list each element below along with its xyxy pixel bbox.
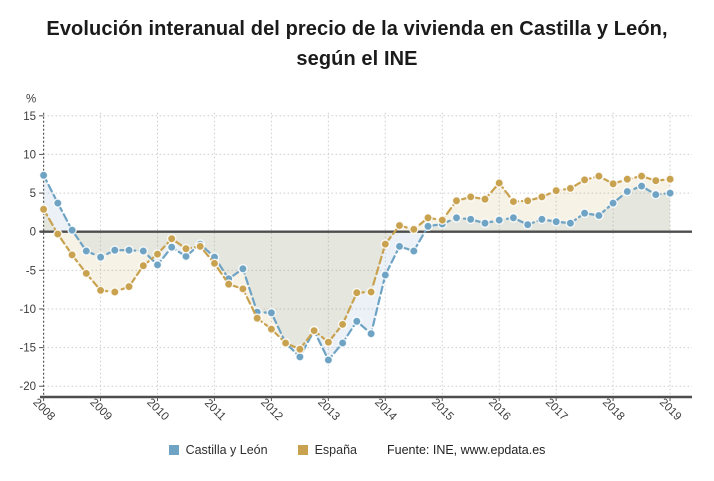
chart-title: Evolución interanual del precio de la vi… [46, 18, 668, 70]
gridlines [43, 112, 692, 397]
svg-text:5: 5 [30, 188, 36, 200]
svg-text:-20: -20 [19, 381, 36, 393]
svg-text:2013: 2013 [315, 397, 342, 424]
legend-item-castilla-leon: Castilla y León [168, 443, 268, 457]
legend-item-espana: España [297, 443, 357, 457]
legend-swatch-castilla-leon-icon [168, 445, 179, 455]
y-axis-unit-label: % [26, 94, 36, 106]
markers-espana [38, 171, 675, 355]
svg-text:2009: 2009 [87, 397, 114, 424]
svg-text:2018: 2018 [600, 397, 627, 424]
svg-text:2019: 2019 [657, 397, 684, 424]
svg-text:-5: -5 [26, 265, 36, 277]
svg-text:2017: 2017 [543, 397, 570, 424]
svg-text:2016: 2016 [486, 397, 513, 424]
svg-text:10: 10 [23, 149, 36, 161]
source-note: Fuente: INE, www.epdata.es [386, 443, 546, 457]
svg-text:2012: 2012 [258, 397, 285, 424]
svg-text:2014: 2014 [372, 397, 399, 424]
svg-text:15: 15 [23, 111, 36, 123]
svg-text:-10: -10 [19, 304, 36, 316]
svg-text:2010: 2010 [144, 397, 171, 424]
y-axis-labels: 15 10 5 0 -5 -10 -15 -20 [19, 111, 44, 393]
svg-text:0: 0 [30, 227, 36, 239]
svg-text:2008: 2008 [30, 397, 57, 424]
svg-text:-15: -15 [19, 343, 36, 355]
legend-label-espana: España [314, 443, 357, 457]
x-axis-labels: 2008 2009 2010 2011 2012 2013 2014 2015 2016 2017… [30, 397, 683, 424]
chart-legend: Castilla y León España Fuente: INE, www.… [0, 443, 714, 457]
legend-swatch-espana-icon [297, 445, 308, 455]
svg-text:2015: 2015 [429, 397, 456, 424]
legend-label-castilla-leon: Castilla y León [185, 443, 268, 457]
svg-text:2011: 2011 [202, 397, 228, 423]
